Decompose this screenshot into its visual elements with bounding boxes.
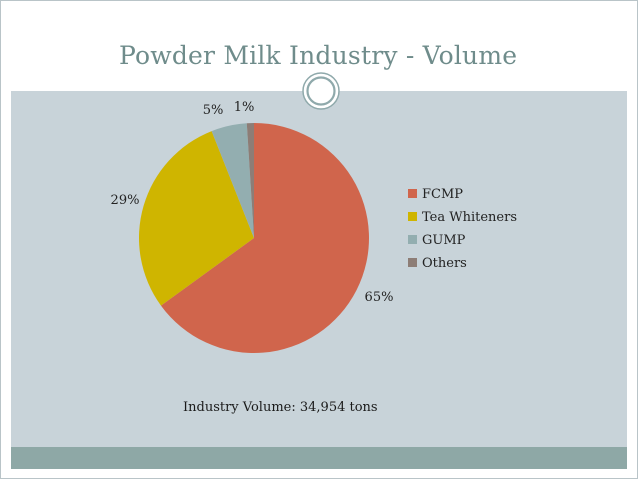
slide-title: Powder Milk Industry - Volume (119, 41, 518, 70)
pie-slice-others (246, 123, 254, 238)
legend-swatch-others (408, 258, 417, 267)
legend-label-tea-whiteners: Tea Whiteners (422, 210, 517, 225)
pie-slice-tea-whiteners (139, 131, 254, 306)
data-label-fcmp: 65% (365, 290, 394, 305)
legend-swatch-fcmp (408, 189, 417, 198)
legend-label-others: Others (422, 256, 467, 271)
data-label-tea-whiteners: 29% (111, 193, 140, 208)
legend-swatch-tea-whiteners (408, 212, 417, 221)
legend-swatch-gump (408, 235, 417, 244)
industry-volume-note: Industry Volume: 34,954 tons (183, 400, 378, 415)
circle-ornament-icon (302, 72, 340, 110)
data-label-gump: 5% (203, 103, 224, 118)
legend-label-gump: GUMP (422, 233, 466, 248)
data-label-others: 1% (234, 100, 255, 115)
pie-slice-fcmp (160, 123, 369, 353)
footer-bar (11, 447, 627, 469)
legend-label-fcmp: FCMP (422, 187, 463, 202)
pie-slice-gump (211, 123, 254, 238)
